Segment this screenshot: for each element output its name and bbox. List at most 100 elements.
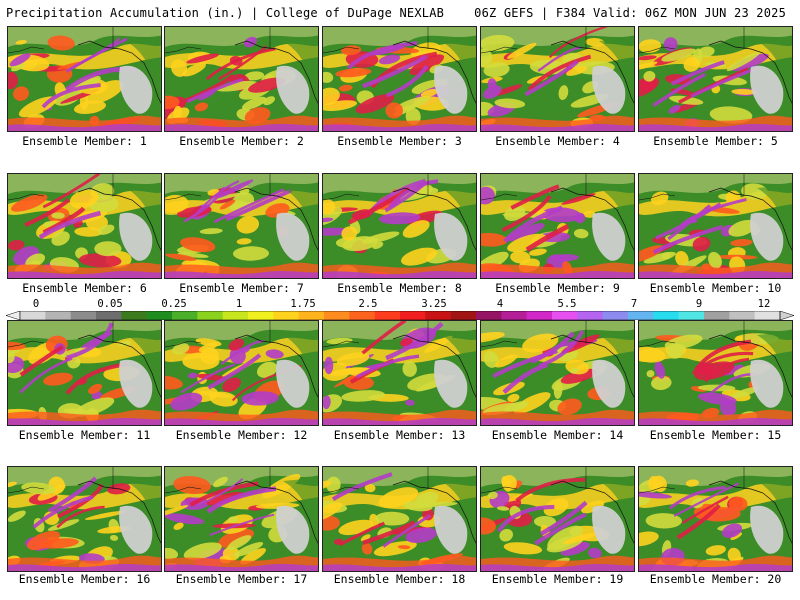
colorbar-outline bbox=[19, 311, 781, 320]
precip-cell bbox=[8, 239, 25, 251]
heavy-rain-streak bbox=[225, 188, 293, 222]
itcz-band bbox=[323, 418, 476, 425]
precip-cell bbox=[499, 528, 514, 542]
precip-cell bbox=[487, 491, 498, 500]
precip-map bbox=[165, 467, 318, 571]
north-america bbox=[599, 477, 634, 550]
heavy-rain-streak bbox=[72, 37, 121, 68]
heavy-rain-streak bbox=[338, 521, 385, 547]
precip-cell bbox=[731, 53, 769, 71]
north-america bbox=[757, 184, 792, 257]
precip-cell bbox=[557, 398, 582, 416]
heavy-rain-streak bbox=[41, 83, 101, 109]
precip-cell bbox=[47, 35, 75, 51]
coastline bbox=[234, 334, 318, 398]
precip-cell bbox=[206, 491, 244, 506]
precip-cell bbox=[683, 56, 700, 72]
colorbar-left-arrow bbox=[6, 311, 21, 320]
heavy-rain-streak bbox=[32, 495, 94, 529]
asia-coastline bbox=[165, 340, 202, 348]
itcz-band bbox=[8, 271, 161, 278]
precip-cell bbox=[728, 219, 757, 237]
dry-zone bbox=[750, 212, 784, 261]
dry-zone bbox=[434, 505, 468, 554]
precip-cell bbox=[336, 352, 370, 367]
precip-cell bbox=[173, 476, 211, 495]
heavy-rain-streak bbox=[207, 353, 262, 390]
precip-cell bbox=[323, 199, 336, 215]
itcz-band bbox=[323, 564, 476, 571]
asia-coastline bbox=[481, 193, 518, 201]
member-caption: Ensemble Member: 18 bbox=[333, 572, 466, 586]
precip-cell bbox=[668, 104, 681, 114]
precip-cell bbox=[574, 212, 586, 224]
precip-cell bbox=[233, 542, 264, 557]
colorbar-tick-label: 9 bbox=[695, 298, 703, 310]
coastline bbox=[392, 334, 476, 398]
map-frame bbox=[164, 173, 319, 279]
map-frame bbox=[322, 466, 477, 572]
colorbar-swatch bbox=[298, 311, 325, 320]
precip-map bbox=[165, 321, 318, 425]
heavy-rain-streak bbox=[525, 224, 570, 252]
dry-zone bbox=[750, 359, 784, 408]
asia-coastline bbox=[8, 193, 45, 201]
precip-cell bbox=[481, 232, 508, 247]
precip-cell bbox=[323, 515, 340, 531]
heavy-rain-streak bbox=[186, 78, 244, 104]
precip-cell bbox=[583, 210, 596, 218]
precip-cell bbox=[227, 535, 252, 551]
precip-cell bbox=[483, 350, 499, 368]
map-frame bbox=[322, 320, 477, 426]
precip-cell bbox=[15, 39, 27, 45]
map-frame bbox=[164, 466, 319, 572]
precip-cell bbox=[242, 96, 267, 110]
dry-zone bbox=[434, 359, 468, 408]
coastline bbox=[550, 480, 634, 544]
precip-map bbox=[639, 27, 792, 131]
precip-cell bbox=[581, 500, 605, 514]
north-america bbox=[599, 37, 634, 110]
precip-cell bbox=[213, 476, 228, 488]
map-frame bbox=[7, 320, 162, 426]
colorbar-swatch bbox=[628, 311, 654, 320]
heavy-rain-streak bbox=[676, 503, 721, 540]
colorbar-tick-label: 2.5 bbox=[358, 298, 378, 310]
member-caption: Ensemble Member: 11 bbox=[18, 428, 151, 442]
heavy-rain-streak bbox=[534, 512, 587, 546]
member-caption: Ensemble Member: 17 bbox=[175, 572, 308, 586]
precip-cell bbox=[265, 349, 284, 359]
heavy-rain-streak bbox=[670, 60, 725, 86]
precip-cell bbox=[323, 480, 332, 489]
colorbar-swatch bbox=[96, 311, 122, 320]
heavy-rain-streak bbox=[213, 188, 285, 224]
coastline bbox=[708, 480, 792, 544]
precip-cell bbox=[651, 375, 672, 391]
precip-map bbox=[481, 467, 634, 571]
precip-cell bbox=[182, 352, 220, 371]
dry-zone bbox=[750, 65, 784, 114]
map-frame bbox=[7, 466, 162, 572]
precip-cell bbox=[727, 547, 741, 563]
member-caption: Ensemble Member: 12 bbox=[175, 428, 308, 442]
precip-cell bbox=[496, 506, 510, 511]
precip-map bbox=[8, 321, 161, 425]
colorbar-tick-label: 12 bbox=[757, 298, 771, 310]
precip-cell bbox=[522, 333, 559, 353]
heavy-rain-streak bbox=[385, 321, 444, 361]
coastline bbox=[234, 187, 318, 251]
itcz-band bbox=[323, 271, 476, 278]
precip-cell bbox=[730, 387, 759, 399]
colorbar-tick-label: 1.75 bbox=[290, 298, 316, 310]
precip-cell bbox=[643, 251, 676, 264]
member-caption: Ensemble Member: 9 bbox=[495, 281, 620, 295]
precip-cell bbox=[494, 84, 523, 96]
precip-cell bbox=[397, 545, 411, 550]
coastline bbox=[550, 40, 634, 104]
precip-cell bbox=[651, 191, 669, 206]
map-frame bbox=[638, 466, 793, 572]
colorbar-tick-label: 0 bbox=[32, 298, 40, 310]
colorbar-tick-label: 3.25 bbox=[421, 298, 447, 310]
north-america bbox=[126, 184, 161, 257]
dry-zone bbox=[119, 359, 153, 408]
